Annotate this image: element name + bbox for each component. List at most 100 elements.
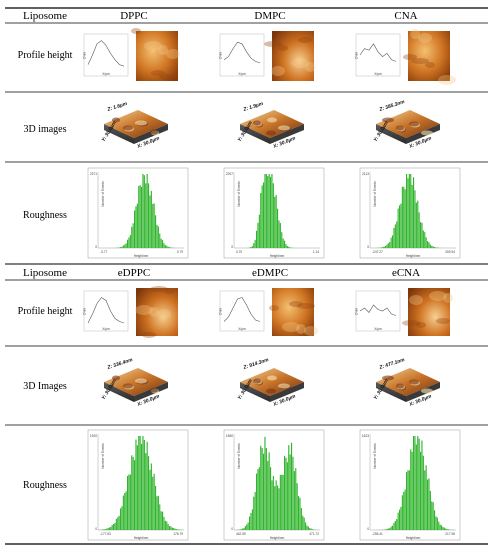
histogram-bar [122,245,124,248]
histogram-bar [300,507,302,530]
histogram-bar [420,451,422,530]
histogram-bar [383,246,385,248]
histogram-ylabel: Number of Events [101,181,105,207]
profile-cell-dppc: Z/nm X/µm [83,28,180,81]
surface-bump [382,117,394,123]
histogram-y-top: 2267 [226,172,233,176]
histogram-bar [115,518,117,530]
histogram-x-max: 471.72 [309,532,319,536]
histogram-bar [167,524,169,530]
profile-cell-edppc: Z/nm X/µm [83,286,178,338]
histogram-bar [420,222,422,248]
afm-texture [297,303,315,309]
histogram-bar [125,243,127,248]
surface-bump [112,375,120,381]
histogram-bar [149,195,151,248]
histogram-bar [134,210,136,248]
surface-side-right [270,124,304,144]
afm-texture [164,288,174,294]
histogram-bar [418,438,420,530]
histogram-bar [392,235,394,248]
histogram-bar [131,226,133,248]
histogram-bar [265,448,267,530]
histogram-bar [289,454,291,530]
afm-texture [298,37,312,43]
histogram-y-bottom: 0 [367,527,369,531]
histogram-y-top: 1623 [362,434,369,438]
surface-bump [150,387,158,393]
histogram-x-max: 3.79 [177,250,183,254]
afm-texture [403,54,417,60]
profile-curve [223,41,261,64]
histogram-bar [150,190,152,248]
profile-ylabel: Z/nm [83,308,87,316]
histogram-bar [114,522,116,530]
col-ecna: eCNA [392,267,420,279]
afm-texture [144,41,162,51]
histogram-bar [157,495,159,530]
histogram-bar [289,247,291,248]
histogram-cell-edppc: 1920 0-177.63 178.79 Height/nm Number of Eve… [87,429,189,541]
histogram-bar [156,224,158,248]
histogram-bar [250,247,252,248]
afm-texture [411,58,429,64]
surface-bump [396,383,404,389]
histogram-bar [306,525,308,530]
profile-xlabel: X/µm [374,327,382,331]
surface-side-left [104,382,134,402]
afm-texture [410,29,420,39]
histogram-bar [274,196,276,248]
histogram-bar [434,510,436,530]
histogram-bar [174,528,176,530]
histogram-bar [431,245,433,248]
histogram-xlabel: Height/nm [270,254,285,258]
histogram-bar [177,529,179,530]
histogram-bar [146,174,148,248]
histogram-bar [394,224,396,248]
afm-texture [142,332,156,338]
histogram-bar [163,516,165,530]
histogram-bar [279,223,281,248]
histogram-bar [170,526,172,530]
histogram-bar [157,226,159,248]
histogram-bar [396,519,398,530]
histogram-ylabel: Number of Events [101,443,105,469]
histogram-bar [435,247,437,248]
histogram-bar [135,439,137,530]
histogram-x-max: 217.96 [445,532,455,536]
histogram-bar [110,526,112,530]
surface-bump [267,375,277,381]
histogram-bar [124,244,126,248]
histogram-bar [149,469,151,530]
histogram-bar [414,190,416,248]
afm-texture [135,305,153,315]
histogram-cell-cna: 2113 0-247.27 269.94 Height/nm Number of Eve… [359,167,461,259]
histogram-xlabel: Height/nm [134,254,149,258]
row-profile-height-1: Profile height [18,50,73,61]
histogram-bar [141,186,143,248]
histogram-bar [399,509,401,530]
histogram-bar [401,186,403,248]
histogram-bar [285,244,287,248]
surface-side-left [104,124,134,144]
afm-texture [416,322,426,328]
histogram-bar [250,512,252,530]
histogram-bar [121,506,123,530]
histogram-bar [162,511,164,530]
histogram-bar [285,457,287,530]
row-3d-images-2: 3D Images [23,381,67,392]
histogram-bar [399,205,401,248]
histogram-bar [277,485,279,530]
histogram-ylabel: Number of Events [373,181,377,207]
histogram-bar [103,529,105,530]
afm-texture [409,295,423,305]
histogram-bar [139,436,141,530]
histogram-bar [108,527,110,530]
histogram-bar [442,527,444,530]
histogram-bar [413,177,415,248]
histogram-bar [389,241,391,248]
histogram-bar [385,529,387,530]
histogram-bar [274,486,276,530]
histogram-bar [132,223,134,248]
